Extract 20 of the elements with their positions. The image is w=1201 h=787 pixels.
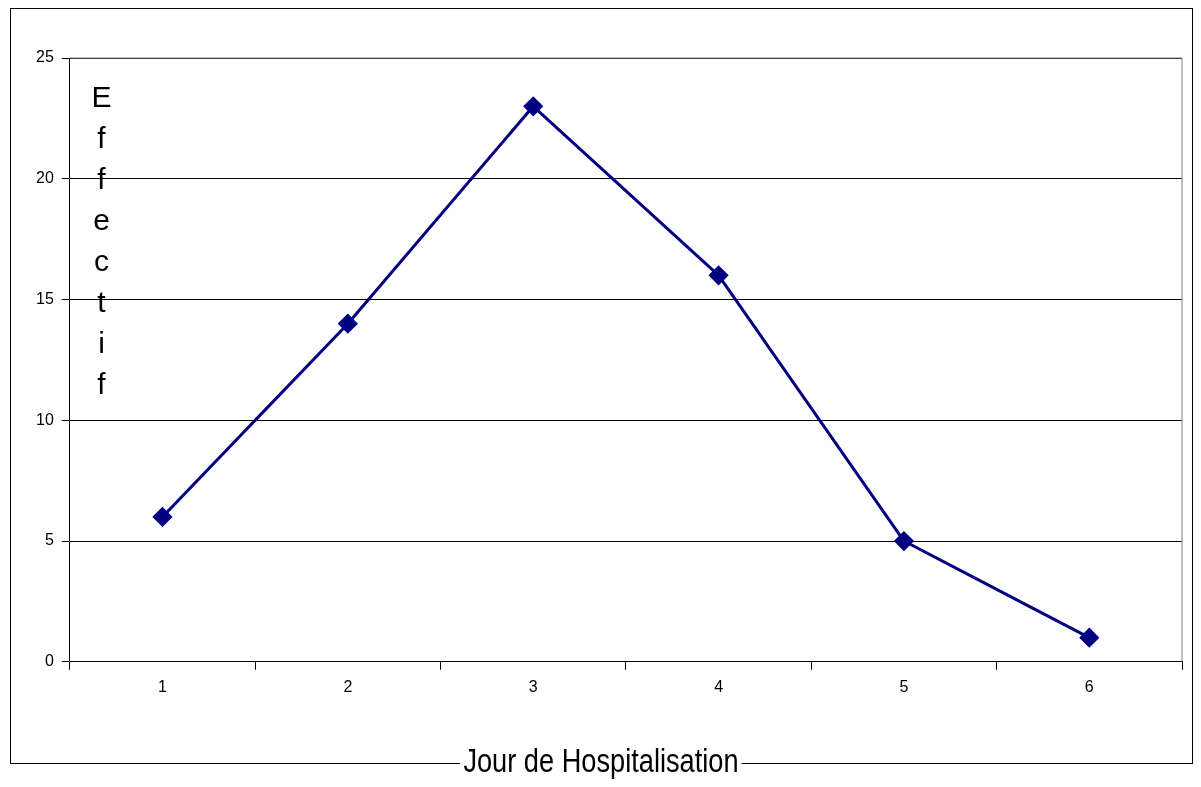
y-tick-label: 0	[44, 652, 54, 670]
x-tick-label: 6	[1084, 677, 1094, 695]
point	[338, 314, 358, 334]
point	[894, 531, 914, 551]
x-tick-label: 5	[899, 677, 909, 695]
x-tick-label: 3	[528, 677, 538, 695]
x-axis-title: Jour de Hospitalisation	[459, 741, 742, 780]
y-tick-label: 5	[44, 531, 54, 549]
y-axis-title: Effectif	[85, 80, 118, 408]
y-tick-label: 15	[36, 289, 54, 307]
point	[523, 96, 543, 116]
y-tick-label: 25	[36, 48, 54, 66]
point	[709, 265, 729, 285]
y-tick-label: 20	[36, 169, 54, 187]
y-tick-label: 10	[36, 410, 54, 428]
point	[1079, 628, 1099, 648]
x-tick-label: 4	[714, 677, 724, 695]
x-tick-label: 1	[158, 677, 168, 695]
point	[152, 507, 172, 527]
x-tick-label: 2	[343, 677, 353, 695]
